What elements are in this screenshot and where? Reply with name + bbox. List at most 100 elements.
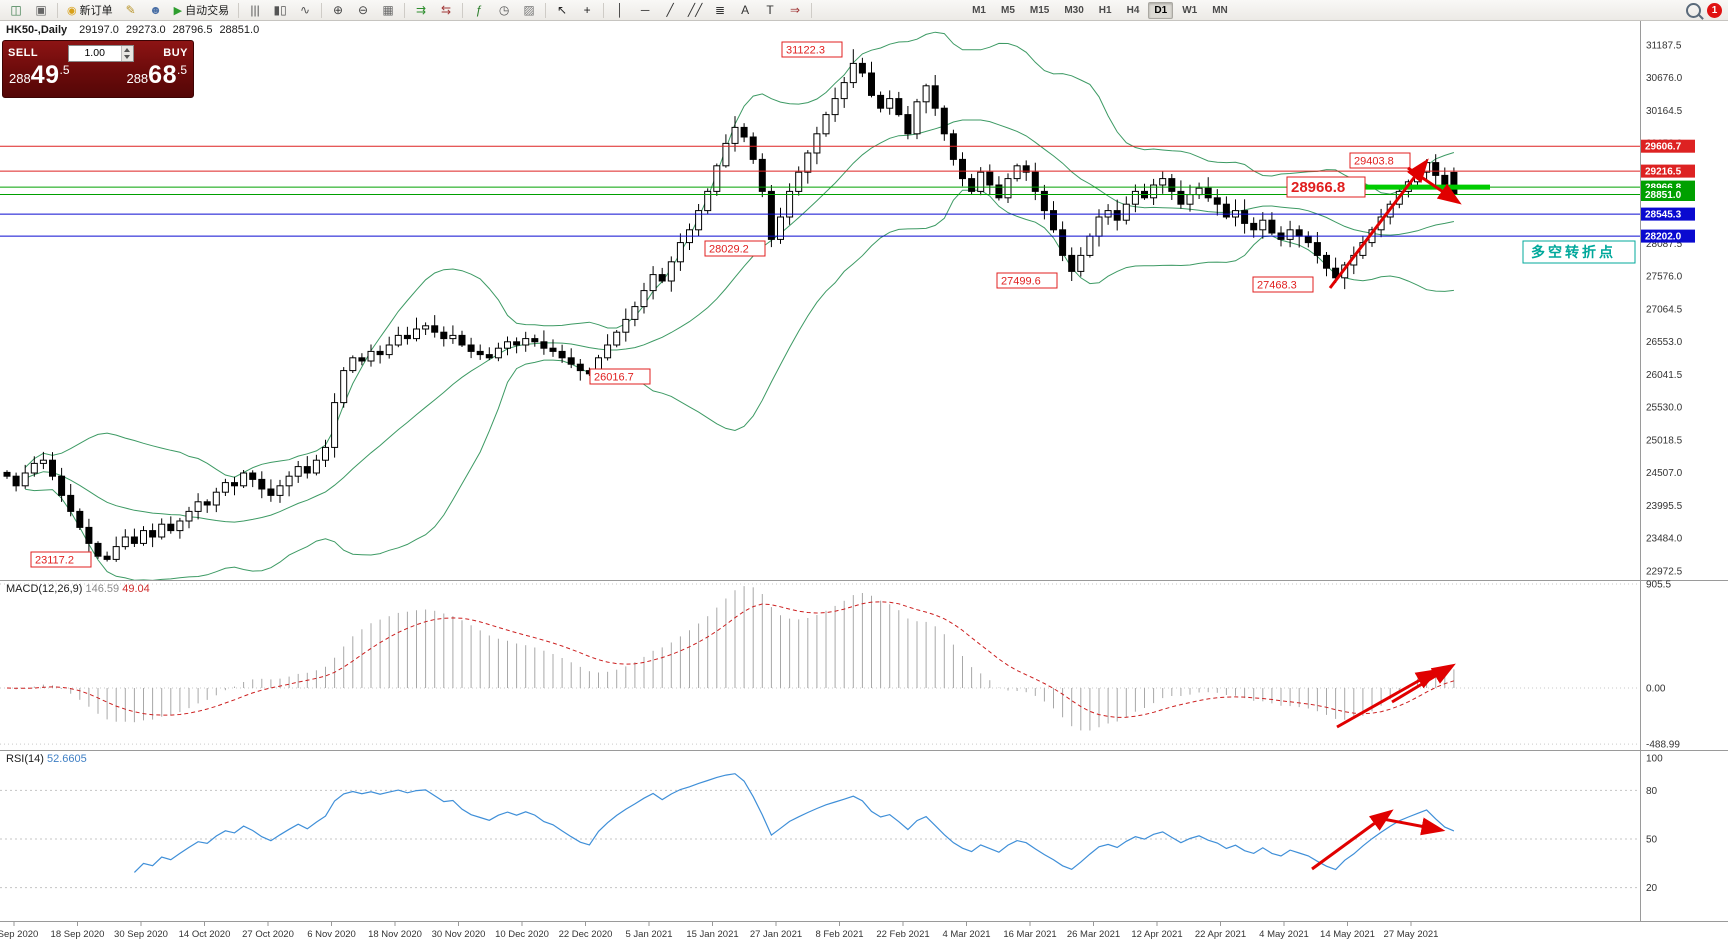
axis-price-box: 29216.5 — [1641, 164, 1695, 178]
fibonacci-icon[interactable]: ≣ — [715, 3, 726, 17]
axis-price-box: 29606.7 — [1641, 139, 1695, 153]
zoom-in-icon[interactable]: ⊕ — [333, 3, 344, 17]
trend-arrow[interactable] — [1407, 166, 1462, 205]
timeframe-h4-button[interactable]: H4 — [1126, 4, 1140, 16]
spin-down-icon[interactable] — [122, 53, 133, 61]
time-axis-label: 10 Dec 2020 — [495, 929, 549, 940]
lot-value[interactable]: 1.00 — [84, 47, 105, 59]
text-label-icon[interactable]: T — [766, 3, 774, 17]
price-axis[interactable]: 31187.530676.030164.529653.028087.527576… — [1641, 41, 1695, 895]
price-label[interactable]: 26016.7 — [589, 368, 651, 385]
timeframe-d1-button[interactable]: D1 — [1148, 1, 1174, 19]
one-click-price-row: 28849.5 28868.5 — [8, 63, 188, 88]
buy-price-prefix: 288 — [126, 71, 149, 86]
spin-up-icon[interactable] — [122, 46, 133, 54]
text-icon[interactable]: A — [741, 3, 750, 17]
time-axis[interactable]: 8 Sep 2020 18 Sep 2020 30 Sep 2020 14 Oct 2… — [0, 922, 1438, 940]
time-axis-label: 12 Apr 2021 — [1131, 929, 1182, 940]
price-axis-tick: 23995.5 — [1646, 501, 1683, 512]
buy-price-big: 68 — [148, 61, 177, 89]
macd-indicator-label: MACD(12,26,9) 146.59 49.04 — [6, 583, 150, 595]
timeframe-m5-button[interactable]: M5 — [1000, 4, 1015, 16]
chart-canvas[interactable]: 31187.530676.030164.529653.028087.527576… — [0, 20, 1728, 945]
autotrading-button[interactable]: ▶ 自动交易 — [169, 2, 234, 19]
price-axis-tick: 25018.5 — [1646, 435, 1683, 446]
line-chart-icon[interactable]: ∿ — [300, 3, 311, 17]
price-axis-tick: 24507.0 — [1646, 468, 1683, 479]
autotrading-icon: ▶ — [173, 4, 183, 17]
bollinger-middle-band — [25, 119, 1455, 523]
svg-text:28545.3: 28545.3 — [1645, 210, 1682, 221]
vertical-line-icon[interactable]: │ — [616, 3, 624, 17]
notification-badge[interactable]: 1 — [1707, 2, 1722, 18]
new-order-button[interactable]: ◉ 新订单 — [62, 2, 118, 19]
channel-icon[interactable]: ╱╱ — [687, 3, 703, 17]
time-axis-label: 30 Nov 2020 — [432, 929, 486, 940]
timeframe-m30-button[interactable]: M30 — [1064, 4, 1084, 16]
toolbar-spacer — [816, 10, 964, 11]
buy-button[interactable]: BUY — [163, 47, 188, 59]
timeframe-h1-button[interactable]: H1 — [1098, 4, 1112, 16]
periods-icon[interactable]: ◷ — [498, 3, 510, 17]
price-label[interactable]: 23117.2 — [30, 551, 92, 568]
trend-arrow[interactable] — [1382, 817, 1446, 836]
auto-scroll-icon[interactable]: ⇉ — [416, 3, 427, 17]
horizontal-line-icon[interactable]: ─ — [640, 3, 650, 17]
price-label[interactable]: 28966.8 — [1286, 176, 1366, 198]
arrows-icon[interactable]: ⇒ — [790, 3, 801, 17]
cursor-icon[interactable]: ↖ — [557, 3, 568, 17]
svg-text:29606.7: 29606.7 — [1645, 142, 1682, 153]
sell-button[interactable]: SELL — [8, 47, 39, 59]
time-axis-label: 14 May 2021 — [1320, 929, 1375, 940]
axis-price-box: 28851.0 — [1641, 188, 1695, 201]
trend-arrow[interactable] — [1328, 158, 1429, 289]
candlestick-chart-icon[interactable]: ▮▯ — [273, 3, 287, 17]
price-label[interactable]: 29403.8 — [1349, 152, 1411, 169]
svg-text:23117.2: 23117.2 — [35, 555, 74, 567]
metaeditor-icon[interactable]: ✎ — [125, 3, 136, 17]
rsi-indicator-label: RSI(14) 52.6605 — [6, 753, 87, 765]
search-icon[interactable] — [1686, 2, 1701, 18]
one-click-trading-panel: SELL 1.00 BUY 28849.5 28868.5 — [2, 40, 194, 98]
toolbar-separator — [545, 2, 547, 18]
rsi-axis-tick: 100 — [1646, 754, 1663, 765]
timeframe-m15-button[interactable]: M15 — [1029, 4, 1050, 16]
bar-chart-icon[interactable]: ||| — [250, 3, 260, 17]
new-chart-icon[interactable]: ◫ — [10, 3, 22, 17]
price-axis-tick: 26553.0 — [1646, 337, 1683, 348]
horizontal-line-objects — [0, 145, 1640, 237]
trendline-icon[interactable]: ╱ — [666, 3, 674, 17]
trend-arrow[interactable] — [1311, 809, 1394, 871]
annotation-object[interactable]: 多空转折点 — [1522, 240, 1636, 264]
time-axis-label: 26 Mar 2021 — [1067, 929, 1120, 940]
price-label[interactable]: 31122.3 — [781, 41, 843, 58]
price-label[interactable]: 28029.2 — [704, 240, 766, 257]
time-axis-label: 18 Nov 2020 — [368, 929, 422, 940]
trend-arrow[interactable] — [1336, 668, 1440, 729]
timeframe-m1-button[interactable]: M1 — [972, 4, 986, 16]
sell-price[interactable]: 28849.5 — [9, 63, 70, 88]
timeframe-w1-button[interactable]: W1 — [1182, 4, 1198, 16]
indicators-icon[interactable]: ƒ — [475, 3, 483, 17]
trend-arrow[interactable] — [1391, 663, 1456, 704]
price-label[interactable]: 27499.6 — [996, 272, 1058, 289]
zoom-out-icon[interactable]: ⊖ — [358, 3, 369, 17]
toolbar-separator — [321, 2, 323, 18]
crosshair-icon[interactable]: + — [583, 3, 591, 17]
support-icon[interactable]: ☻ — [149, 3, 162, 17]
buy-price[interactable]: 28868.5 — [126, 63, 187, 88]
chart-profiles-icon[interactable]: ▣ — [35, 3, 47, 17]
chart-shift-icon[interactable]: ⇆ — [441, 3, 452, 17]
templates-icon[interactable]: ▨ — [523, 3, 535, 17]
toolbar-separator — [603, 2, 605, 18]
time-axis-label: 27 May 2021 — [1384, 929, 1439, 940]
timeframe-mn-button[interactable]: MN — [1212, 4, 1228, 16]
macd-signal-value: 49.04 — [122, 583, 150, 595]
price-label[interactable]: 27468.3 — [1252, 276, 1314, 293]
tile-windows-icon[interactable]: ▦ — [382, 3, 394, 17]
lot-spinner[interactable] — [120, 45, 133, 61]
time-axis-label: 15 Jan 2021 — [686, 929, 738, 940]
lot-size-input[interactable]: 1.00 — [67, 44, 134, 62]
svg-text:31122.3: 31122.3 — [786, 45, 825, 57]
